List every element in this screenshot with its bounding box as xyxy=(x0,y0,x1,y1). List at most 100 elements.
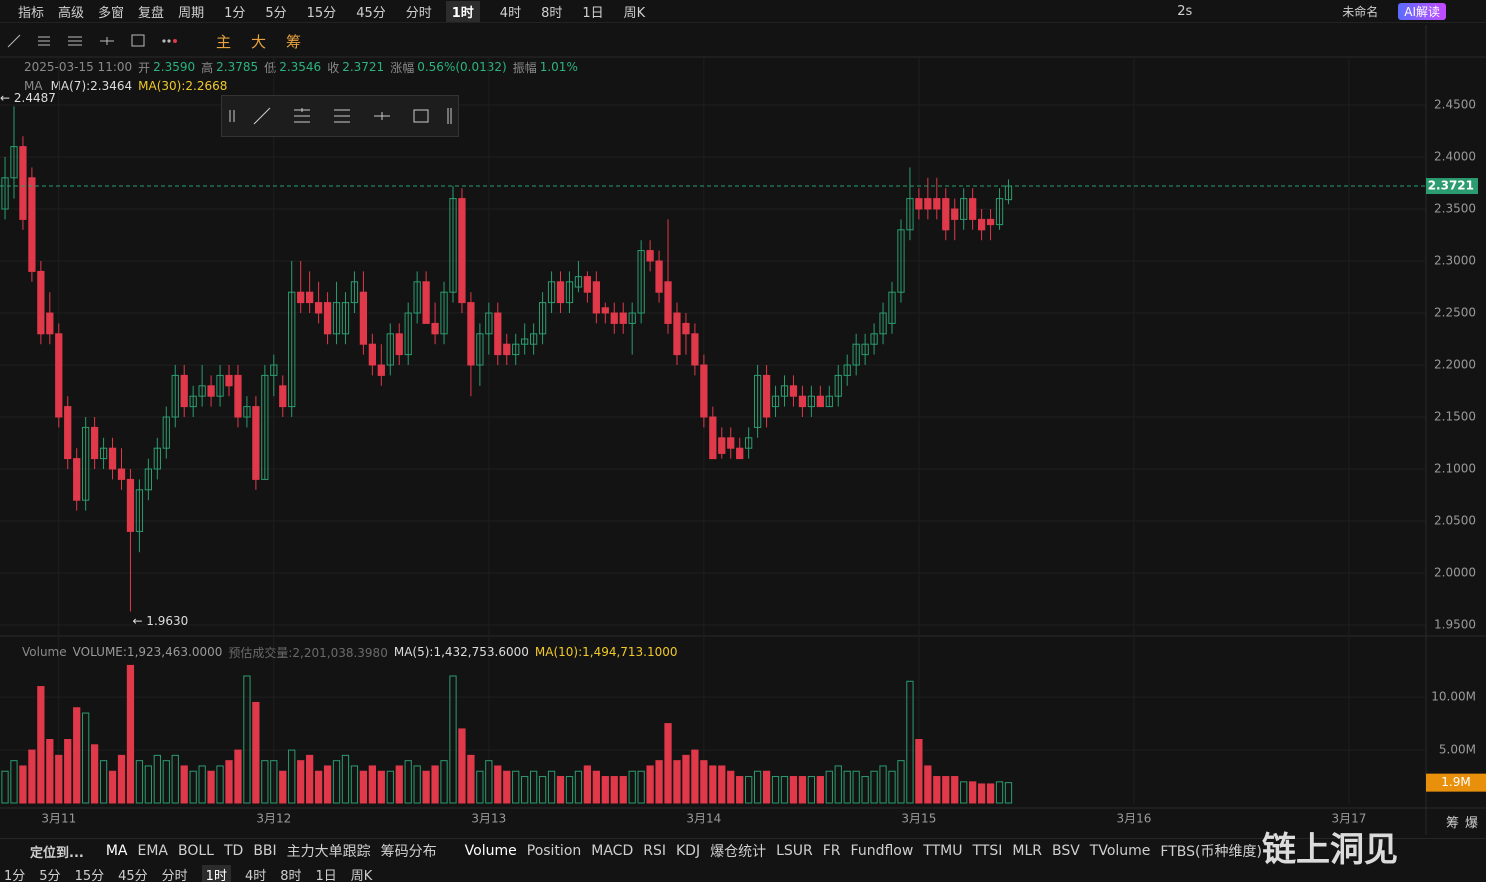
volume-bar xyxy=(771,776,780,804)
sub-indicator[interactable]: FTBS(币种维度) xyxy=(1160,844,1262,860)
sub-indicator[interactable]: MLR xyxy=(1012,843,1042,859)
draw-icons xyxy=(7,34,177,48)
candle-body xyxy=(413,281,421,314)
sub-indicator[interactable]: TTMU xyxy=(923,843,963,859)
candle-body xyxy=(162,416,170,449)
volume-bar xyxy=(377,770,385,804)
bottom-interval[interactable]: 15分 xyxy=(74,868,105,882)
volume-bar xyxy=(243,675,251,804)
ai-button[interactable]: AI解读 xyxy=(1398,2,1446,20)
candle-body xyxy=(601,307,609,314)
sub-indicator[interactable]: 爆仓统计 xyxy=(710,844,767,860)
bottom-interval[interactable]: 8时 xyxy=(280,868,302,882)
candle-body xyxy=(870,333,878,345)
sub-indicator[interactable]: Fundflow xyxy=(850,843,914,859)
main-indicator[interactable]: 筹码分布 xyxy=(380,844,437,860)
interval[interactable]: 1时 xyxy=(445,0,480,22)
volume-bar xyxy=(879,765,887,804)
interval[interactable]: 15分 xyxy=(306,5,337,21)
candle-body xyxy=(55,333,63,418)
bottom-interval[interactable]: 1日 xyxy=(315,868,337,882)
interval[interactable]: 分时 xyxy=(405,5,432,21)
interval[interactable]: 1日 xyxy=(582,5,604,21)
candle-body xyxy=(135,489,144,532)
y-tick-label: 2.2000 xyxy=(1434,358,1476,372)
sub-indicator[interactable]: KDJ xyxy=(675,843,701,859)
sub-indicator[interactable]: Position xyxy=(526,843,582,859)
sub-indicator[interactable]: BSV xyxy=(1051,843,1080,859)
chip[interactable]: 大 xyxy=(251,32,267,51)
bottom-interval[interactable]: 分时 xyxy=(161,868,188,882)
bottom-interval[interactable]: 45分 xyxy=(118,868,148,882)
main-indicator[interactable]: MA xyxy=(105,843,128,859)
chip[interactable]: 主 xyxy=(216,32,232,51)
bottom-interval[interactable]: 1时 xyxy=(201,864,231,882)
volume-bar xyxy=(995,781,1004,804)
main-indicator[interactable]: BOLL xyxy=(178,843,214,859)
candle-body xyxy=(225,374,233,387)
candle-body xyxy=(243,406,251,418)
low-label: ← 1.9630 xyxy=(132,614,188,628)
x-tick-label: 3月11 xyxy=(41,812,76,826)
volume-bar xyxy=(556,776,565,804)
menu-item[interactable]: 多窗 xyxy=(98,5,125,21)
sub-indicator[interactable]: Volume xyxy=(464,843,517,859)
volume-bar xyxy=(825,770,833,804)
bottom-interval[interactable]: 1分 xyxy=(4,868,26,882)
locate[interactable]: 定位到... xyxy=(30,845,84,861)
bottom-interval[interactable]: 4时 xyxy=(244,868,267,882)
sub-indicator[interactable]: TVolume xyxy=(1089,843,1151,859)
sub-indicator[interactable]: MACD xyxy=(591,843,634,859)
candle-body xyxy=(279,385,287,408)
bottom-interval[interactable]: 5分 xyxy=(39,868,61,882)
menu-item[interactable]: 指标 xyxy=(18,5,45,21)
bottom-interval[interactable]: 周K xyxy=(350,868,373,882)
sub-indicator[interactable]: TTSI xyxy=(972,843,1003,859)
volume-bar xyxy=(117,754,126,804)
interval[interactable]: 4时 xyxy=(499,5,522,21)
menu-item[interactable]: 高级 xyxy=(58,5,85,21)
volume-bar xyxy=(691,749,699,804)
volume-bar xyxy=(368,765,376,804)
volume-bar xyxy=(198,765,206,804)
interval[interactable]: 45分 xyxy=(356,5,386,21)
candle-body xyxy=(529,333,538,345)
volume-bar xyxy=(565,776,574,804)
floating-icons xyxy=(229,107,452,125)
chip[interactable]: 筹 xyxy=(286,32,302,51)
candle-body xyxy=(377,364,385,376)
menu-item[interactable]: 周期 xyxy=(178,5,205,21)
refresh[interactable]: 2s xyxy=(1177,3,1193,19)
volume-bar xyxy=(888,770,896,804)
candle-body xyxy=(171,374,179,418)
candle-body xyxy=(386,333,394,366)
sub-indicator[interactable]: FR xyxy=(822,843,841,859)
interval[interactable]: 5分 xyxy=(265,5,287,21)
interval[interactable]: 1分 xyxy=(224,5,246,21)
volume-bar xyxy=(780,776,789,804)
main-indicator[interactable]: BBI xyxy=(253,843,277,859)
volume-bar xyxy=(297,760,305,804)
side-button[interactable]: 筹 xyxy=(1446,815,1460,831)
volume-bar xyxy=(359,770,368,804)
main-indicator[interactable]: EMA xyxy=(137,843,168,859)
interval[interactable]: 周K xyxy=(623,5,646,21)
candle-body xyxy=(189,395,197,408)
candle-body xyxy=(10,146,18,179)
sub-indicator[interactable]: LSUR xyxy=(776,843,813,859)
main-indicator[interactable]: TD xyxy=(223,843,244,859)
volume-bar xyxy=(646,765,654,804)
candle-body xyxy=(180,374,188,408)
menu-item[interactable]: 复盘 xyxy=(138,5,165,21)
side-button[interactable]: 爆 xyxy=(1465,815,1479,831)
ma-value: MA(7):2.3464 xyxy=(50,79,133,93)
layout-name[interactable]: 未命名 xyxy=(1342,4,1379,19)
volume-bar xyxy=(906,680,914,804)
candle-body xyxy=(727,437,735,449)
candle-body xyxy=(736,447,744,460)
sub-indicator[interactable]: RSI xyxy=(643,843,666,859)
candle-body xyxy=(494,312,502,356)
main-indicator[interactable]: 主力大单跟踪 xyxy=(286,844,371,860)
interval[interactable]: 8时 xyxy=(541,5,563,21)
volume-value: MA(10):1,494,713.1000 xyxy=(534,645,678,659)
